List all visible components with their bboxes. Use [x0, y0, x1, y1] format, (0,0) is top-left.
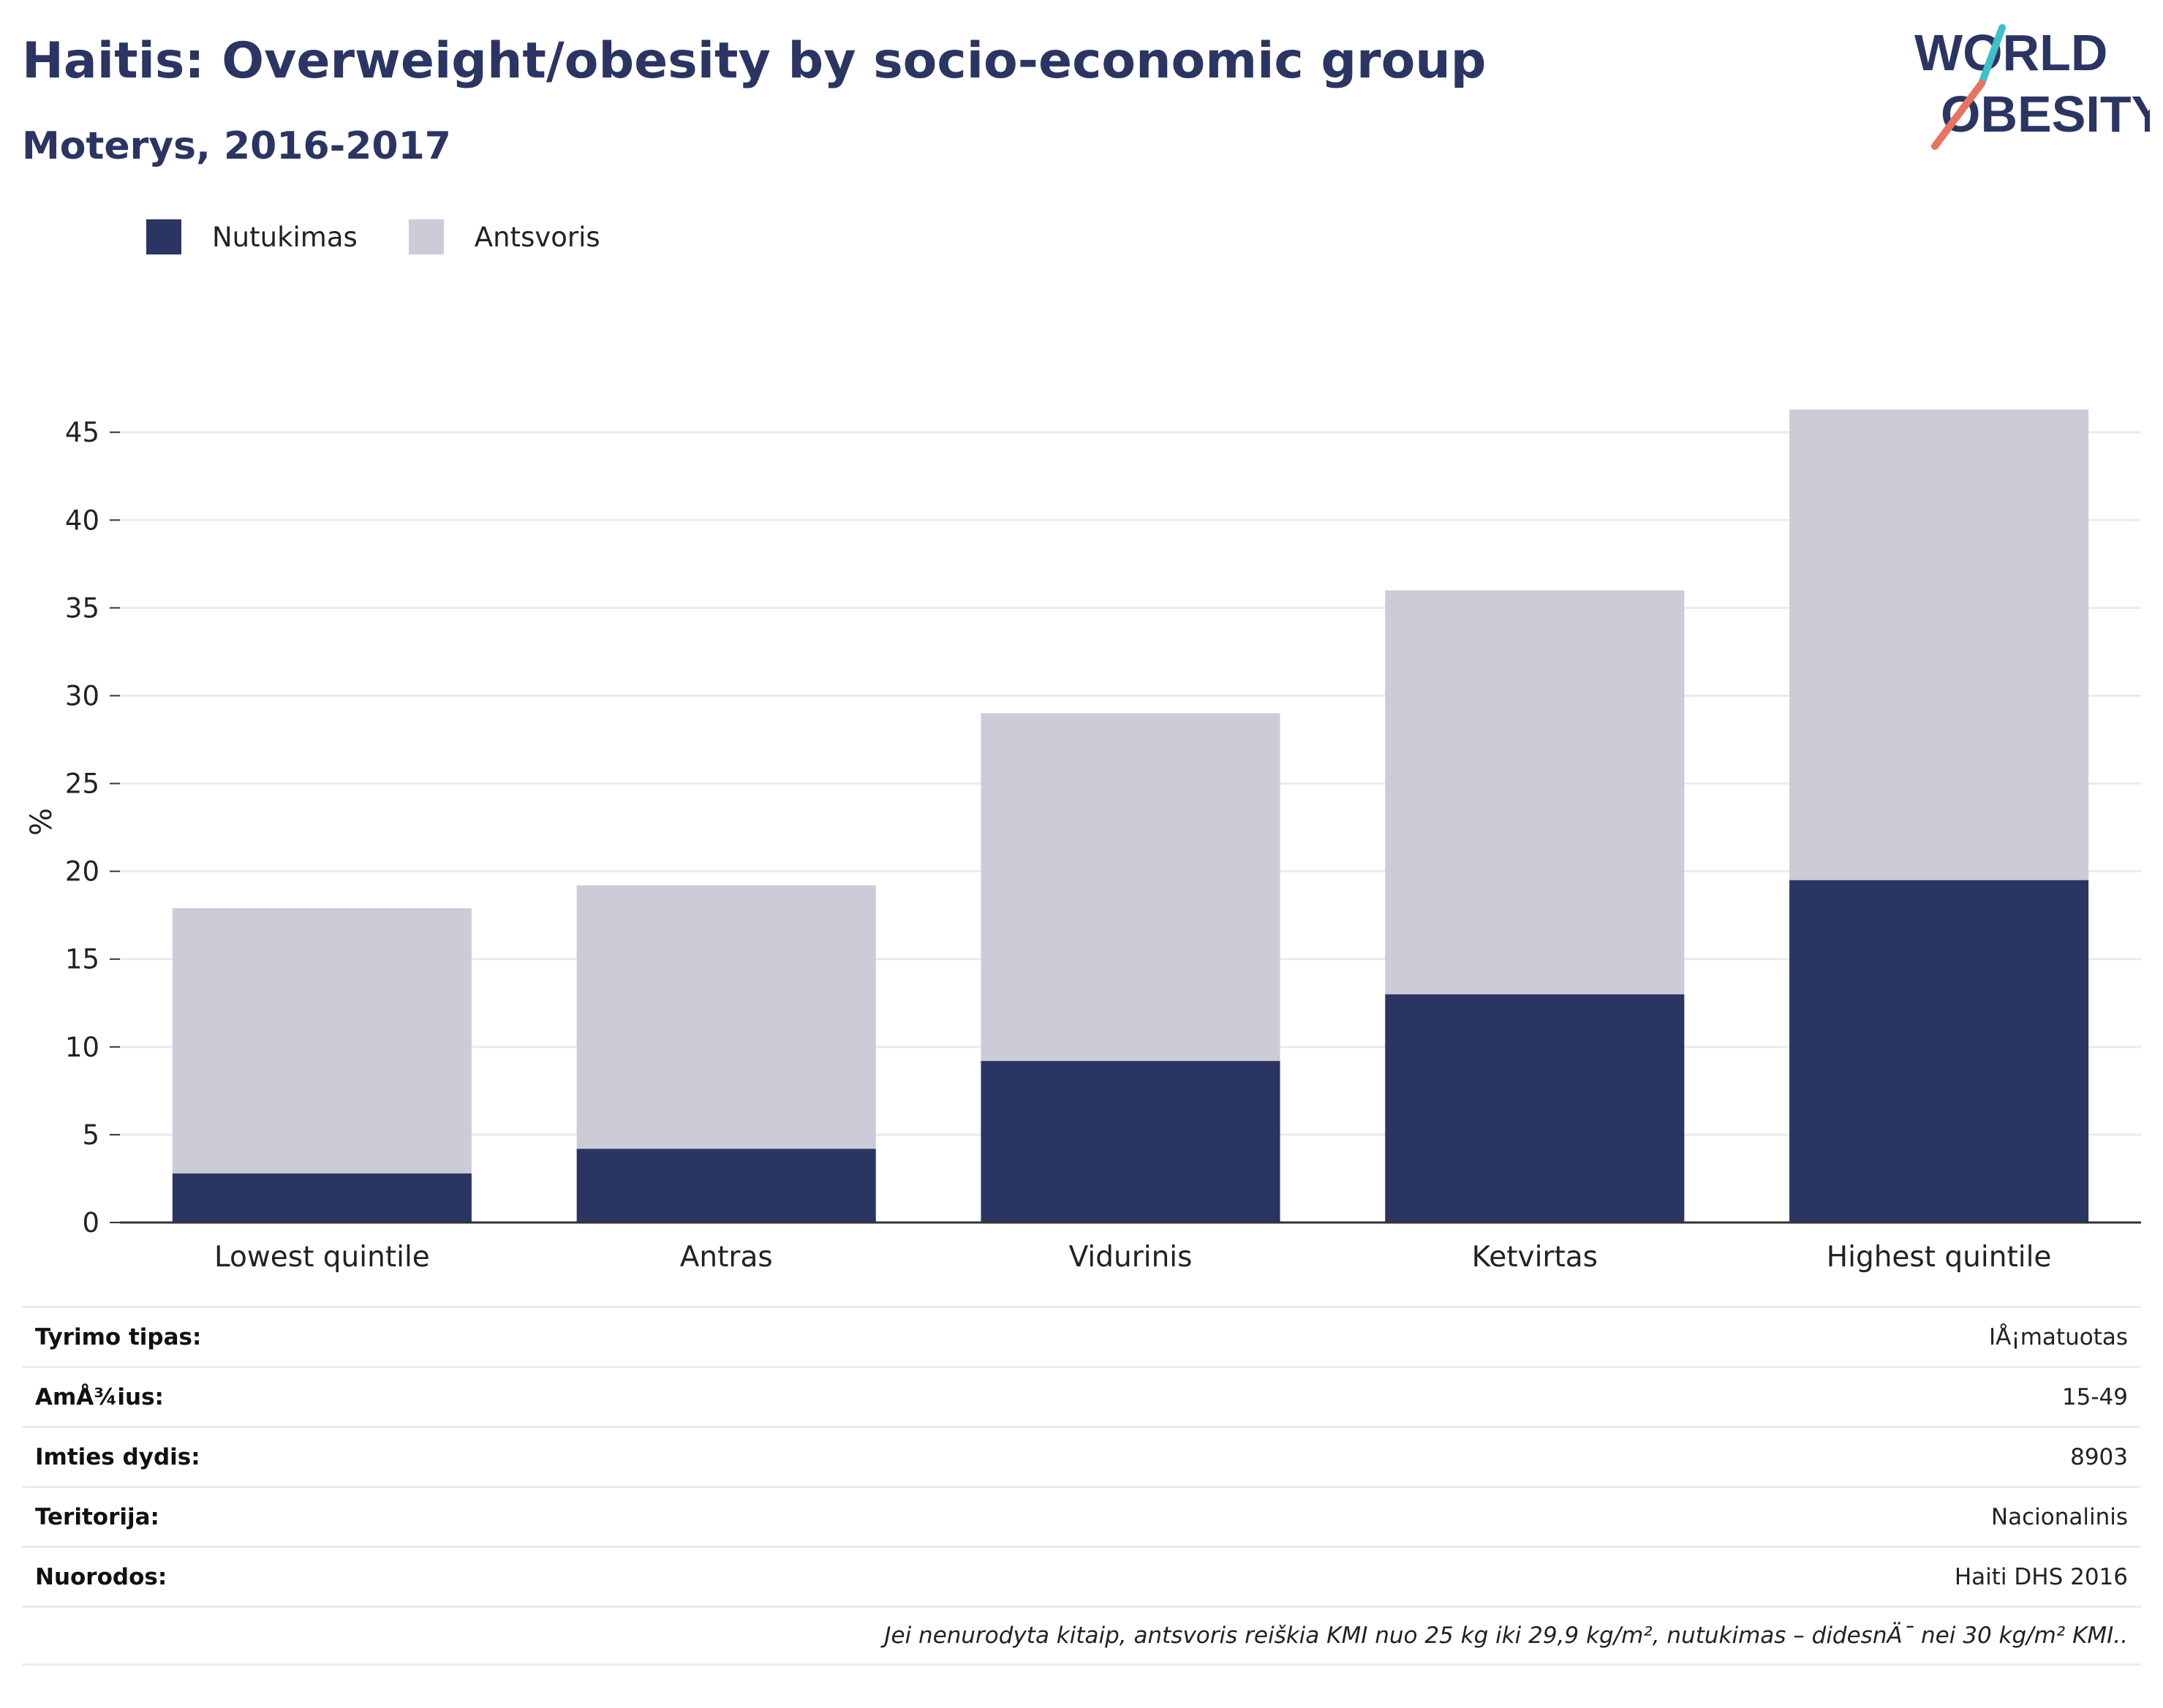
bar-antsvoris-4	[1789, 409, 2089, 880]
x-tick-label: Highest quintile	[1827, 1241, 2052, 1274]
y-tick-label: 25	[65, 768, 99, 800]
x-tick-label: Ketvirtas	[1472, 1241, 1598, 1274]
x-tick-label: Antras	[680, 1241, 773, 1274]
bar-antsvoris-1	[576, 885, 876, 1149]
x-tick-label: Vidurinis	[1069, 1241, 1193, 1274]
bar-nutukimas-4	[1789, 880, 2089, 1223]
info-value: 15-49	[2061, 1383, 2128, 1410]
logo-slash-coral	[1931, 80, 1985, 150]
bar-nutukimas-1	[576, 1149, 876, 1223]
logo-word-world: WORLD	[1914, 24, 2107, 81]
legend-item-antsvoris: Antsvoris	[408, 219, 600, 254]
info-value: 8903	[2070, 1443, 2128, 1470]
logo-slash-teal	[1978, 24, 2006, 87]
y-tick-label: 45	[65, 417, 99, 448]
info-label: Teritorija:	[35, 1503, 159, 1530]
y-axis-label: %	[25, 808, 58, 836]
info-row-territory: Teritorija: Nacionalinis	[22, 1486, 2141, 1546]
x-tick-label: Lowest quintile	[214, 1241, 430, 1274]
legend-swatch-nutukimas	[146, 219, 181, 254]
bar-layer	[172, 409, 2089, 1223]
stacked-bar-chart: 0 5 10 15 20 25 30 35 40 45% Lowest quintile Antras…	[25, 409, 2141, 1274]
y-tick-label: 40	[65, 505, 99, 536]
survey-info-table: Tyrimo tipas: IÅ¡matuotas AmÅ¾ius: 15-49…	[22, 1306, 2141, 1666]
info-row-sample-size: Imties dydis: 8903	[22, 1426, 2141, 1486]
y-tick-label: 5	[82, 1119, 99, 1151]
axis-layer: 0 5 10 15 20 25 30 35 40 45% Lowest quintile Antras…	[25, 417, 2141, 1274]
info-label: Nuorodos:	[35, 1563, 167, 1590]
bar-antsvoris-0	[172, 908, 472, 1174]
y-tick-label: 10	[65, 1032, 99, 1063]
info-row-references: Nuorodos: Haiti DHS 2016	[22, 1546, 2141, 1606]
y-tick-label: 20	[65, 856, 99, 888]
y-tick-label: 30	[65, 680, 99, 711]
info-row-survey-type: Tyrimo tipas: IÅ¡matuotas	[22, 1306, 2141, 1366]
y-tick-label: 35	[65, 592, 99, 624]
info-value: Haiti DHS 2016	[1954, 1563, 2128, 1590]
bar-antsvoris-2	[981, 713, 1280, 1062]
legend-label-antsvoris: Antsvoris	[474, 221, 600, 253]
legend-item-nutukimas: Nutukimas	[146, 219, 358, 254]
info-label: Imties dydis:	[35, 1443, 200, 1470]
chart-title: Haitis: Overweight/obesity by socio-econ…	[22, 32, 1487, 90]
bar-antsvoris-3	[1385, 590, 1685, 994]
bar-nutukimas-3	[1385, 994, 1685, 1223]
info-value: IÅ¡matuotas	[1988, 1323, 2128, 1350]
info-label: Tyrimo tipas:	[35, 1323, 202, 1350]
bar-nutukimas-2	[981, 1061, 1280, 1223]
bar-nutukimas-0	[172, 1173, 472, 1223]
definition-note-row: Jei nenurodyta kitaip, antsvoris reiškia…	[22, 1606, 2141, 1666]
info-label: AmÅ¾ius:	[35, 1383, 164, 1410]
info-row-age: AmÅ¾ius: 15-49	[22, 1366, 2141, 1426]
legend-label-nutukimas: Nutukimas	[212, 221, 358, 253]
info-value: Nacionalinis	[1990, 1503, 2128, 1530]
y-tick-label: 15	[65, 944, 99, 975]
chart-subtitle: Moterys, 2016-2017	[22, 124, 451, 168]
legend-swatch-antsvoris	[408, 219, 444, 254]
chart-legend: Nutukimas Antsvoris	[146, 215, 652, 259]
y-tick-label: 0	[82, 1207, 99, 1239]
definition-note: Jei nenurodyta kitaip, antsvoris reiškia…	[884, 1622, 2128, 1649]
world-obesity-logo: WORLD OBESITY	[1914, 24, 2150, 150]
